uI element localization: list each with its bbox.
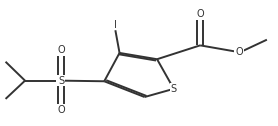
Text: S: S	[171, 84, 177, 94]
Text: O: O	[57, 105, 65, 115]
Text: O: O	[57, 45, 65, 55]
Text: S: S	[58, 76, 64, 86]
Text: O: O	[196, 9, 204, 20]
Text: O: O	[235, 47, 243, 57]
Text: I: I	[114, 20, 117, 30]
